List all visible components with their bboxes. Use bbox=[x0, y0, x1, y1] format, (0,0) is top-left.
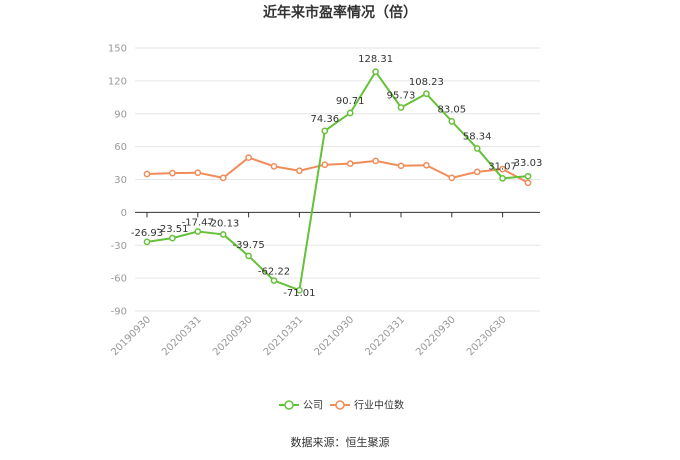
company-point bbox=[499, 174, 506, 182]
industry-median-point bbox=[270, 163, 278, 170]
company-data-label: -20.13 bbox=[207, 218, 239, 229]
x-tick-label: 20200331 bbox=[160, 314, 204, 358]
industry-median-point bbox=[143, 170, 151, 178]
grid bbox=[135, 47, 540, 312]
company-data-label: 31.07 bbox=[488, 161, 517, 172]
industry-median-point bbox=[473, 168, 481, 176]
chart-title: 近年来市盈率情况（倍） bbox=[263, 4, 417, 21]
legend-label: 公司 bbox=[303, 401, 323, 412]
company-point bbox=[473, 145, 481, 152]
company-data-label: 58.34 bbox=[463, 131, 492, 142]
x-tick-label: 20210331 bbox=[262, 314, 306, 358]
company-point bbox=[219, 231, 227, 238]
company-point bbox=[397, 104, 405, 111]
data-source: 数据来源：恒生聚源 bbox=[291, 435, 390, 449]
y-tick-label: 120 bbox=[108, 76, 127, 87]
industry-median-point bbox=[372, 157, 379, 165]
series bbox=[143, 68, 532, 294]
company-data-label: 108.23 bbox=[409, 77, 444, 88]
company-point bbox=[346, 109, 354, 117]
company-data-label: 90.71 bbox=[336, 96, 365, 107]
legend-marker bbox=[284, 400, 294, 410]
industry-median-point bbox=[423, 161, 430, 169]
industry-median-point bbox=[524, 179, 532, 187]
x-tick-label: 20220331 bbox=[363, 314, 407, 358]
company-point bbox=[143, 238, 151, 246]
company-data-label: -39.75 bbox=[232, 240, 264, 251]
company-point bbox=[169, 234, 176, 242]
industry-median-point bbox=[321, 161, 329, 169]
x-tick-label: 20200930 bbox=[211, 314, 255, 358]
company-data-label: 74.36 bbox=[310, 114, 339, 125]
y-tick-label: 90 bbox=[114, 109, 127, 120]
data-labels: -26.93-23.51-17.47-20.13 -39.75 -62.22 -71.… bbox=[131, 54, 542, 299]
x-tick-label: 20220930 bbox=[414, 314, 458, 358]
company-data-label: -23.51 bbox=[156, 224, 188, 235]
company-point bbox=[448, 118, 456, 125]
industry-median-point bbox=[499, 165, 506, 173]
industry-median-point bbox=[448, 174, 456, 182]
company-data-label: 128.31 bbox=[358, 54, 393, 65]
company-data-label: -62.22 bbox=[258, 267, 290, 278]
y-tick-label: 0 bbox=[121, 208, 127, 219]
legend-marker bbox=[335, 400, 345, 410]
company-data-label: 33.03 bbox=[514, 158, 543, 169]
y-tick-label: -60 bbox=[111, 274, 127, 285]
x-tick-label: 20190930 bbox=[109, 314, 153, 358]
legend-item-industry-median[interactable]: 行业中位数 bbox=[330, 399, 404, 412]
company-point bbox=[245, 252, 252, 260]
y-tick-label: 150 bbox=[108, 44, 127, 55]
industry-median-line bbox=[146, 156, 529, 184]
x-tick-label: 20210930 bbox=[313, 314, 357, 358]
company-point bbox=[372, 68, 379, 76]
company-line bbox=[146, 70, 529, 292]
y-tick-label: -90 bbox=[111, 307, 127, 318]
y-tick-label: 60 bbox=[114, 142, 127, 153]
industry-median-point bbox=[169, 169, 176, 177]
company-data-label: 83.05 bbox=[437, 104, 466, 115]
y-tick-label: -30 bbox=[111, 241, 127, 252]
company-point bbox=[423, 90, 430, 98]
company-point bbox=[270, 277, 278, 284]
company-data-label: -26.93 bbox=[131, 228, 163, 239]
industry-median-point bbox=[194, 169, 202, 177]
company-point bbox=[194, 228, 202, 235]
x-tick-label: 20230630 bbox=[465, 314, 509, 358]
y-tick-label: 30 bbox=[114, 175, 127, 186]
legend-label: 行业中位数 bbox=[354, 399, 404, 412]
company-data-label: -71.01 bbox=[283, 288, 315, 299]
industry-median-point bbox=[397, 162, 405, 170]
industry-median-point bbox=[245, 154, 252, 161]
company-point bbox=[524, 172, 532, 180]
industry-median-point bbox=[296, 167, 303, 175]
industry-median-point bbox=[346, 160, 354, 167]
company-point bbox=[321, 127, 329, 135]
legend-item-company[interactable]: 公司 bbox=[279, 400, 323, 412]
industry-median-point bbox=[219, 174, 227, 182]
company-data-label: 95.73 bbox=[387, 90, 416, 101]
company-point bbox=[296, 286, 303, 294]
company-data-label: -17.47 bbox=[182, 218, 214, 229]
legend: 公司 行业中位数 bbox=[279, 399, 404, 412]
